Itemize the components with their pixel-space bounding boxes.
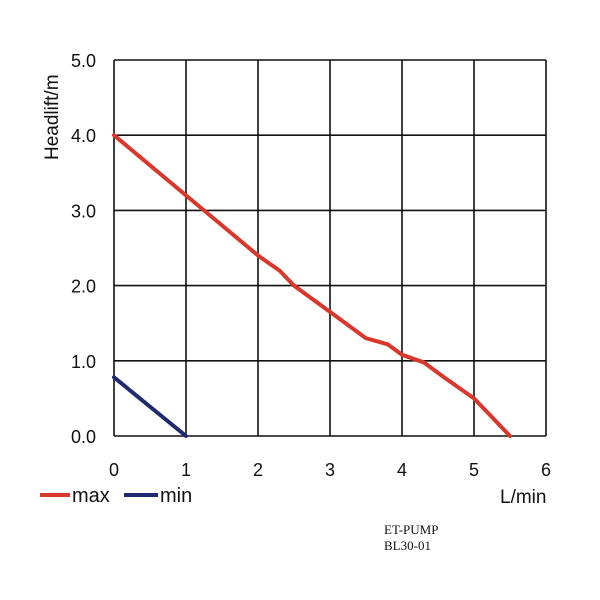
legend-label-min: min <box>160 485 192 507</box>
legend: max min <box>40 485 192 507</box>
y-tick-label: 0.0 <box>71 427 96 447</box>
series-layer <box>112 133 512 438</box>
series-line-max <box>112 133 512 438</box>
legend-label-max: max <box>72 485 110 507</box>
x-tick-label: 0 <box>109 460 119 480</box>
x-tick-label: 2 <box>253 460 263 480</box>
y-tick-label: 4.0 <box>71 126 96 146</box>
caption: ET-PUMP BL30-01 <box>384 522 504 554</box>
grid <box>113 59 547 437</box>
caption-model: BL30-01 <box>384 538 431 553</box>
y-tick-label: 1.0 <box>71 352 96 372</box>
x-axis-title: L/min <box>500 487 546 508</box>
y-axis-title: Headlift/m <box>42 74 63 160</box>
tick-labels: 0 1 2 3 4 5 6 0.0 1.0 2.0 3.0 4.0 5.0 <box>71 51 551 480</box>
x-tick-label: 6 <box>541 460 551 480</box>
y-tick-label: 5.0 <box>71 51 96 71</box>
x-tick-label: 3 <box>325 460 335 480</box>
series-line-min <box>112 375 188 438</box>
y-tick-label: 2.0 <box>71 277 96 297</box>
x-tick-label: 4 <box>397 460 407 480</box>
x-tick-label: 1 <box>181 460 191 480</box>
caption-brand: ET-PUMP <box>384 522 439 537</box>
y-tick-label: 3.0 <box>71 201 96 221</box>
x-tick-label: 5 <box>469 460 479 480</box>
